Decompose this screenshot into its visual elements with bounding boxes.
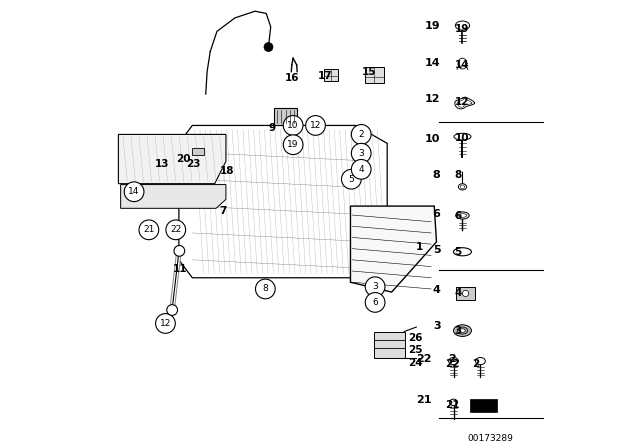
Circle shape xyxy=(365,293,385,312)
Text: 10: 10 xyxy=(425,134,440,144)
Text: 9: 9 xyxy=(269,123,276,133)
FancyBboxPatch shape xyxy=(470,399,497,412)
Polygon shape xyxy=(351,206,436,292)
Text: 2: 2 xyxy=(358,130,364,139)
Ellipse shape xyxy=(458,214,467,217)
Polygon shape xyxy=(118,134,226,184)
Circle shape xyxy=(284,135,303,155)
Text: 6: 6 xyxy=(372,298,378,307)
Polygon shape xyxy=(275,108,297,125)
Text: 14: 14 xyxy=(129,187,140,196)
Text: 4: 4 xyxy=(358,165,364,174)
Text: 3: 3 xyxy=(454,326,461,336)
Text: 3: 3 xyxy=(358,149,364,158)
Text: 17: 17 xyxy=(318,71,333,81)
Text: 16: 16 xyxy=(285,73,299,83)
Text: 12: 12 xyxy=(310,121,321,130)
Text: 21: 21 xyxy=(143,225,154,234)
Text: 10: 10 xyxy=(454,133,469,142)
Text: 10: 10 xyxy=(287,121,299,130)
Text: 13: 13 xyxy=(155,159,170,168)
Text: 6: 6 xyxy=(454,211,461,221)
Text: 8: 8 xyxy=(433,170,440,180)
Ellipse shape xyxy=(454,134,471,140)
Circle shape xyxy=(167,305,177,315)
Ellipse shape xyxy=(476,358,485,365)
Bar xyxy=(365,67,383,83)
Bar xyxy=(324,69,338,81)
Polygon shape xyxy=(179,125,387,278)
Text: 7: 7 xyxy=(219,206,227,215)
Text: 26: 26 xyxy=(408,333,422,343)
Text: 6: 6 xyxy=(433,209,440,219)
Text: 1: 1 xyxy=(416,242,423,252)
Ellipse shape xyxy=(458,184,467,190)
FancyBboxPatch shape xyxy=(456,287,475,300)
Ellipse shape xyxy=(457,327,468,334)
Text: 00173289: 00173289 xyxy=(467,434,513,443)
Text: 12: 12 xyxy=(425,94,440,103)
Text: 8: 8 xyxy=(454,170,461,180)
Circle shape xyxy=(156,314,175,333)
Circle shape xyxy=(264,43,273,52)
Text: 21: 21 xyxy=(416,395,431,405)
Text: 21: 21 xyxy=(445,400,460,410)
Text: 18: 18 xyxy=(220,166,234,176)
Text: 3: 3 xyxy=(433,321,440,331)
Ellipse shape xyxy=(449,399,458,405)
Circle shape xyxy=(365,277,385,297)
Text: 4: 4 xyxy=(454,289,462,298)
Circle shape xyxy=(166,220,186,240)
Text: 3: 3 xyxy=(372,282,378,291)
Text: 2: 2 xyxy=(472,359,479,369)
Text: 4: 4 xyxy=(433,285,440,295)
Circle shape xyxy=(284,116,303,135)
Circle shape xyxy=(255,279,275,299)
Text: 5: 5 xyxy=(454,247,461,257)
Circle shape xyxy=(174,246,185,256)
Text: 12: 12 xyxy=(160,319,171,328)
Text: 23: 23 xyxy=(186,159,200,169)
Ellipse shape xyxy=(454,325,472,336)
Text: 5: 5 xyxy=(349,175,354,184)
Text: 25: 25 xyxy=(408,345,422,355)
Circle shape xyxy=(463,290,468,297)
Text: 14: 14 xyxy=(425,58,440,68)
Text: 19: 19 xyxy=(454,24,468,34)
Polygon shape xyxy=(374,332,405,358)
Ellipse shape xyxy=(460,185,465,189)
Text: 19: 19 xyxy=(425,21,440,30)
Circle shape xyxy=(351,143,371,163)
Text: 14: 14 xyxy=(454,60,469,70)
Ellipse shape xyxy=(455,21,470,30)
Text: 19: 19 xyxy=(287,140,299,149)
Circle shape xyxy=(124,182,144,202)
Circle shape xyxy=(342,169,361,189)
Text: 15: 15 xyxy=(362,67,376,77)
Text: 22: 22 xyxy=(416,354,431,364)
Ellipse shape xyxy=(454,248,472,256)
Text: 22: 22 xyxy=(445,359,460,369)
Circle shape xyxy=(139,220,159,240)
Text: 22: 22 xyxy=(170,225,181,234)
Text: 2: 2 xyxy=(449,354,456,364)
Ellipse shape xyxy=(456,212,469,219)
Text: 11: 11 xyxy=(173,264,188,274)
Ellipse shape xyxy=(449,358,458,365)
Text: 5: 5 xyxy=(433,246,440,255)
Polygon shape xyxy=(121,185,226,208)
Text: 20: 20 xyxy=(176,154,191,164)
Ellipse shape xyxy=(460,329,465,332)
Polygon shape xyxy=(192,148,204,155)
Circle shape xyxy=(351,125,371,144)
Circle shape xyxy=(306,116,325,135)
Circle shape xyxy=(351,159,371,179)
Text: 24: 24 xyxy=(408,358,423,368)
Text: 8: 8 xyxy=(262,284,268,293)
Text: 12: 12 xyxy=(454,97,469,107)
